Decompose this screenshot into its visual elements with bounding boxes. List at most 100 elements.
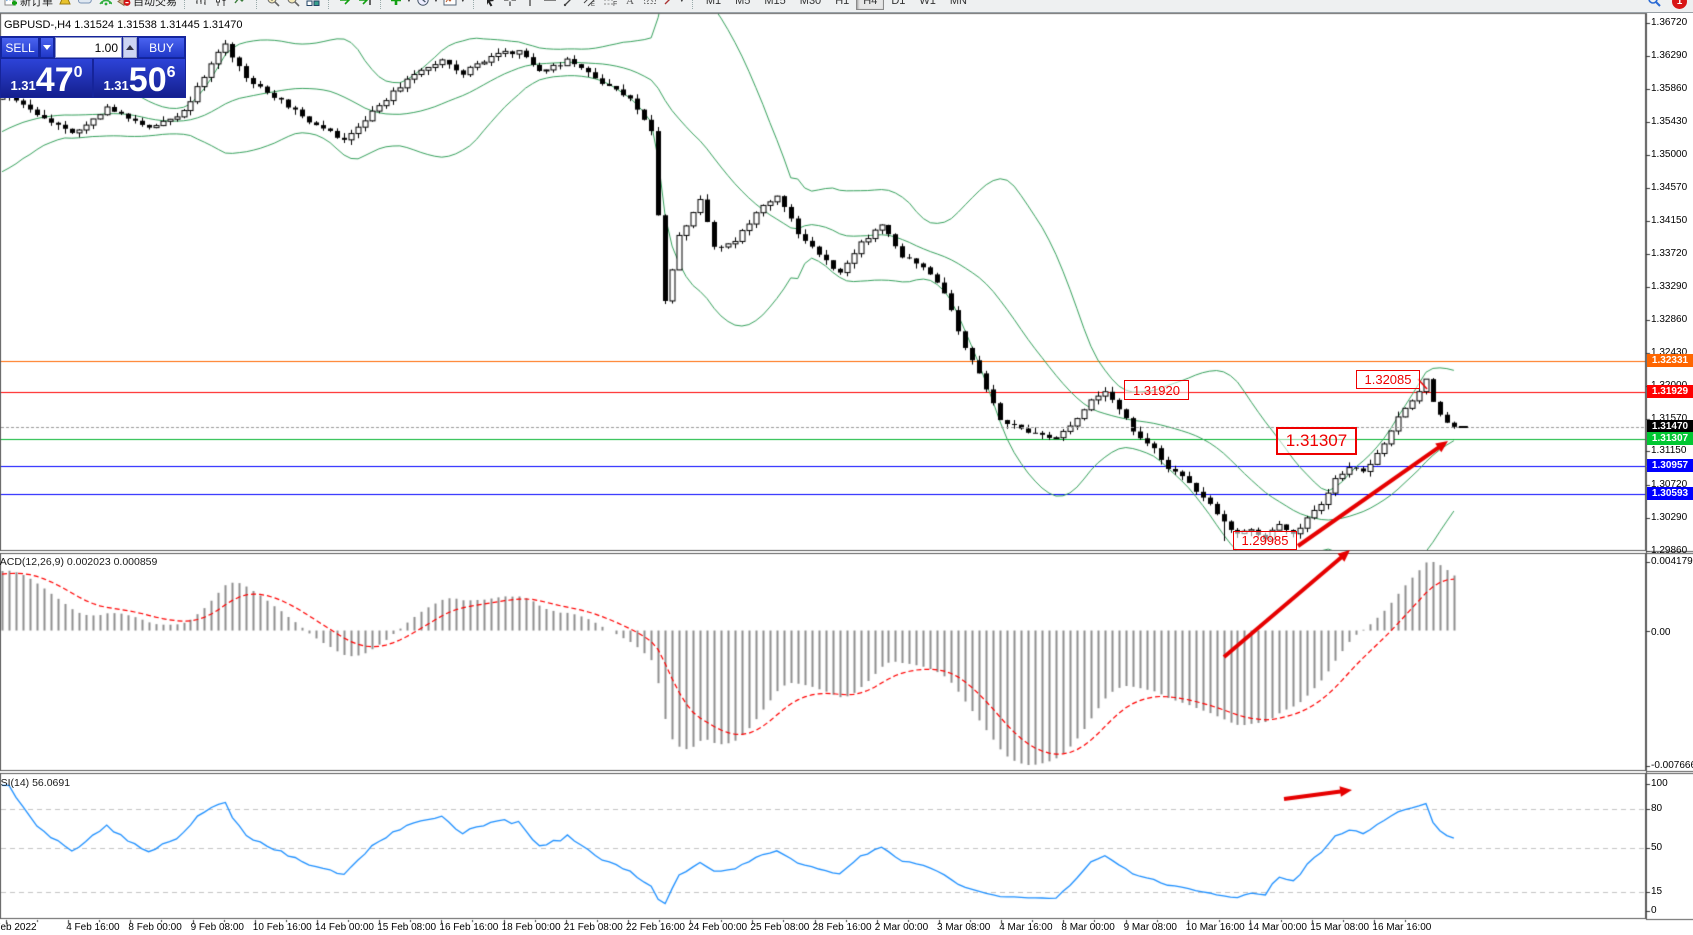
date-axis-label: 10 Feb 16:00 [252, 922, 312, 933]
indicators-button[interactable]: ▼ [387, 0, 414, 11]
timeframe-H1[interactable]: H1 [828, 0, 856, 10]
volume-input[interactable] [55, 37, 122, 58]
date-axis-label: 14 Feb 00:00 [315, 922, 374, 933]
buy-button[interactable]: BUY [138, 37, 185, 58]
chart-shift-button[interactable] [355, 0, 375, 11]
periods-button[interactable]: ▼ [414, 0, 441, 11]
price-annotation-1.32085[interactable]: 1.32085 [1356, 370, 1420, 389]
crosshair-button[interactable] [500, 0, 520, 11]
date-axis-label: 8 Mar 00:00 [1061, 922, 1115, 933]
price-annotation-1.29985[interactable]: 1.29985 [1233, 531, 1297, 550]
tile-windows-button[interactable] [303, 0, 323, 11]
autotrading-icon [117, 0, 131, 10]
price-axis-tick: 1.35430 [1651, 116, 1688, 128]
shapes-button[interactable]: ▼ [660, 0, 687, 11]
toolbar-right-group: 1 [1644, 0, 1687, 11]
indicators-icon [389, 0, 403, 10]
search-button[interactable] [1644, 0, 1664, 11]
auto-scroll-icon [338, 0, 352, 10]
timeframe-W1[interactable]: W1 [912, 0, 943, 10]
label-icon [643, 0, 657, 10]
date-axis-label: 16 Mar 16:00 [1372, 922, 1432, 933]
gold-button[interactable] [55, 0, 75, 11]
toolbar-group [335, 0, 375, 11]
date-axis-label: 15 Feb 08:00 [377, 922, 437, 933]
price-axis-tick: 1.31150 [1651, 445, 1687, 457]
new-order-icon [4, 0, 18, 10]
shapes-icon [662, 0, 676, 10]
svg-text:E: E [591, 2, 595, 7]
timeframe-M30[interactable]: M30 [793, 0, 828, 10]
timeframe-M5[interactable]: M5 [728, 0, 757, 10]
auto-scroll-button[interactable] [335, 0, 355, 11]
zoom-out-button[interactable] [283, 0, 303, 11]
date-axis-label: 24 Feb 00:00 [688, 922, 748, 933]
templates-icon [443, 0, 457, 10]
price-axis-tick: 1.31570 [1651, 413, 1688, 425]
volume-increase-button[interactable] [123, 37, 137, 58]
date-axis-label: 18 Feb 00:00 [501, 922, 561, 933]
toolbar-separator [691, 0, 694, 9]
timeframe-M1[interactable]: M1 [699, 0, 728, 10]
toolbar-separator [380, 0, 382, 9]
cursor-icon [483, 0, 497, 10]
zoom-in-icon [266, 0, 280, 10]
sell-price-button[interactable]: 1.31 47 0 [1, 59, 92, 97]
signal-button[interactable] [95, 0, 115, 11]
toolbar-separator [328, 0, 330, 9]
text-button[interactable]: A [620, 0, 640, 11]
timeframe-H4[interactable]: H4 [856, 0, 885, 10]
notification-badge[interactable]: 1 [1672, 0, 1687, 9]
line-chart-button[interactable] [231, 0, 251, 11]
gold-icon [58, 0, 72, 10]
date-axis-label: 9 Feb 08:00 [190, 922, 244, 933]
cursor-button[interactable] [480, 0, 500, 11]
channel-button[interactable]: E [580, 0, 600, 11]
zoom-in-button[interactable] [263, 0, 283, 11]
rsi-axis-tick: 50 [1651, 841, 1663, 853]
autotrading-button[interactable]: 自动交易 [115, 0, 179, 11]
date-axis-label: 25 Feb 08:00 [750, 922, 810, 933]
toolbar-separator [472, 0, 475, 9]
price-axis-tick: 1.30720 [1651, 478, 1688, 490]
price-axis-tick: 1.35000 [1651, 149, 1688, 161]
timeframe-MN[interactable]: MN [943, 0, 974, 10]
date-axis-label: 21 Feb 08:00 [563, 922, 623, 933]
price-badge-1.31929: 1.31929 [1647, 384, 1693, 398]
price-axis-tick: 1.35860 [1651, 83, 1688, 95]
date-axis-label: 14 Mar 00:00 [1248, 922, 1307, 933]
vertical-line-button[interactable] [520, 0, 540, 11]
fibonacci-icon: F [603, 0, 617, 10]
price-annotation-1.31920[interactable]: 1.31920 [1124, 380, 1189, 400]
toolbar-group: 新订单 自动交易 [2, 0, 179, 11]
buy-price-button[interactable]: 1.31 50 6 [94, 59, 185, 97]
date-axis-label: 10 Mar 16:00 [1185, 922, 1245, 933]
sell-button[interactable]: SELL [1, 37, 39, 58]
rsi-axis-tick: 15 [1651, 885, 1663, 897]
price-annotation-1.31307[interactable]: 1.31307 [1276, 427, 1357, 455]
vertical-line-icon [523, 0, 537, 10]
new-order-button[interactable]: 新订单 [2, 0, 55, 11]
templates-button[interactable]: ▼ [441, 0, 468, 11]
timeframe-M15[interactable]: M15 [757, 0, 792, 10]
toolbar-button-label: 新订单 [20, 0, 53, 8]
volume-decrease-button[interactable] [40, 37, 54, 58]
bar-chart-icon [194, 0, 208, 10]
top-toolbar: 新订单 自动交易 ▼ ▼ ▼ E F A ▼ M1 M5 M15 M30 H1 H4 D1 W1 MN 1 [0, 0, 1693, 13]
macd-indicator-label: MACD(12,26,9) 0.002023 0.000859 [0, 556, 158, 568]
fibonacci-button[interactable]: F [600, 0, 620, 11]
candlestick-icon [214, 0, 228, 10]
sell-price-prefix: 1.31 [10, 78, 36, 93]
timeframe-D1[interactable]: D1 [884, 0, 912, 10]
rsi-axis-tick: 0 [1651, 905, 1657, 916]
trendline-button[interactable] [560, 0, 580, 11]
label-button[interactable] [640, 0, 660, 11]
candlestick-button[interactable] [211, 0, 231, 11]
horizontal-line-button[interactable] [540, 0, 560, 11]
cloud-button[interactable] [75, 0, 95, 11]
bar-chart-button[interactable] [191, 0, 211, 11]
date-axis-label: 3 Feb 2022 [0, 922, 37, 933]
price-badge-1.30593: 1.30593 [1647, 487, 1693, 501]
